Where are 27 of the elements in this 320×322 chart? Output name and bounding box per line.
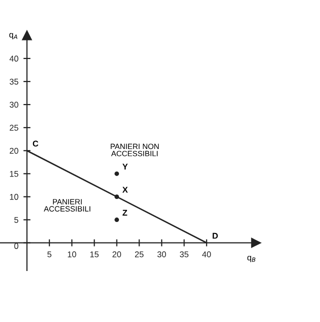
y-axis-title: q$_{A}$ — [9, 33, 18, 40]
x-tick-label: 10 — [68, 251, 76, 258]
x-tick-label: 15 — [90, 251, 99, 258]
x-tick-label: 20 — [112, 251, 122, 258]
point — [114, 171, 120, 176]
x-tick-label: 25 — [135, 251, 144, 258]
annotation: Y — [122, 164, 128, 170]
x-tick-label: 40 — [202, 251, 211, 258]
y-tick-label: 40 — [10, 56, 18, 62]
y-tick-label: 10 — [10, 194, 18, 200]
y-tick-label: 20 — [10, 148, 18, 154]
x-tick-label: 30 — [157, 251, 166, 258]
y-tick-label: 25 — [10, 124, 18, 131]
y-tick-label: 35 — [10, 78, 18, 85]
y-tick-label: 30 — [10, 102, 18, 108]
y-tick-label: 5 — [14, 217, 18, 223]
point — [114, 194, 120, 199]
x-axis-title: q$_{B}$ — [247, 256, 256, 262]
y-tick-label: 0 — [14, 243, 18, 249]
annotation: X — [122, 186, 128, 193]
annotation: Z — [122, 210, 128, 216]
annotation: C — [32, 140, 38, 147]
y-tick-label: 15 — [10, 170, 18, 177]
x-tick-label: 5 — [47, 251, 52, 258]
point — [114, 218, 120, 222]
x-tick-label: 35 — [180, 251, 188, 258]
annotation: D — [212, 232, 218, 239]
